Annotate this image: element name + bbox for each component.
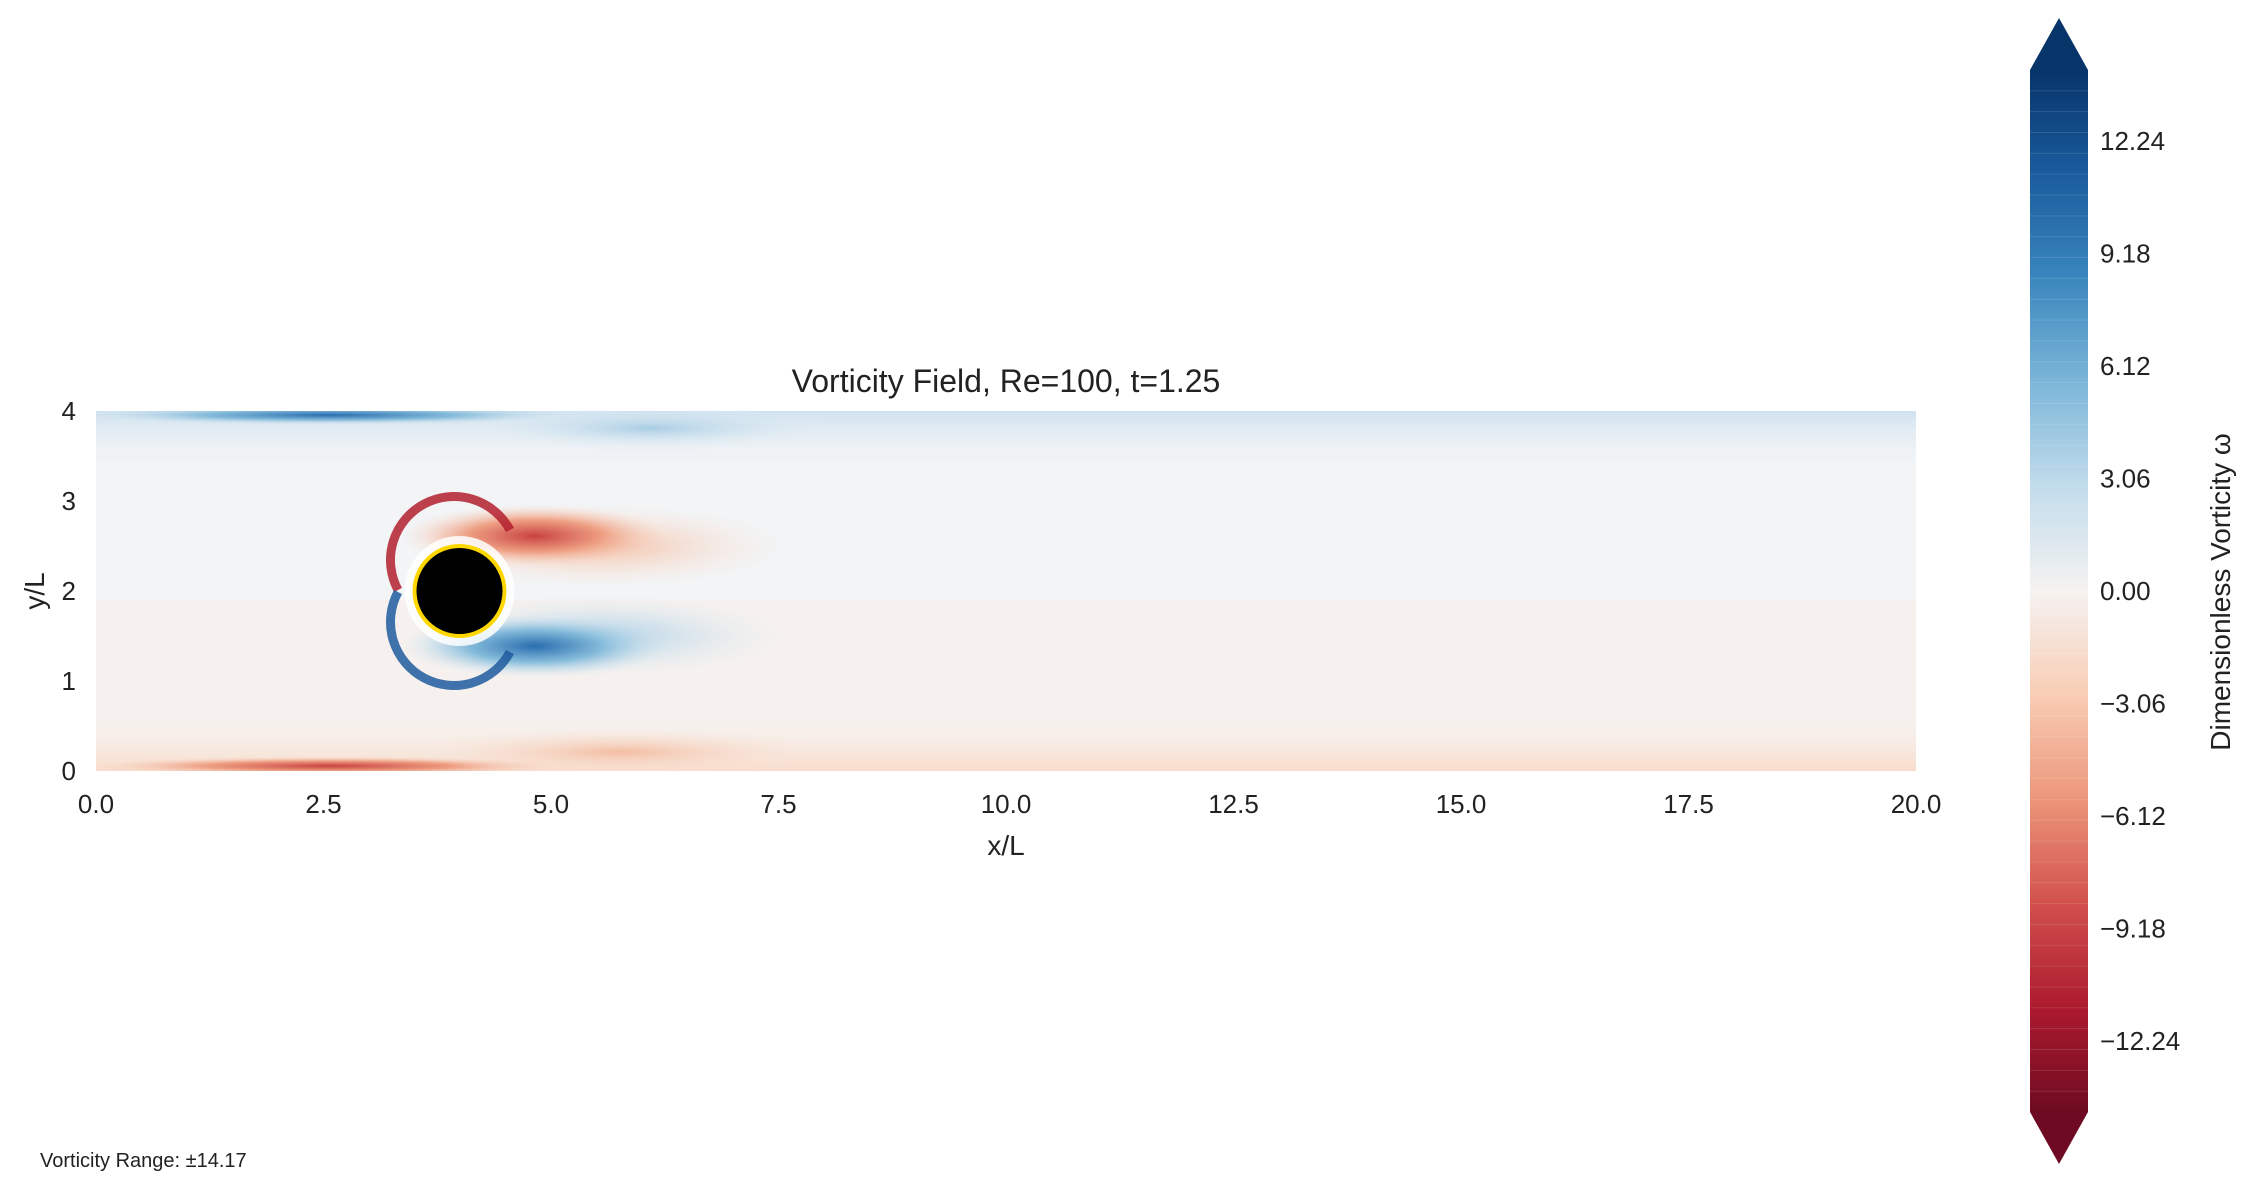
x-axis-label: x/L <box>987 830 1024 861</box>
x-tick-label: 7.5 <box>760 789 796 819</box>
x-tick-label: 5.0 <box>533 789 569 819</box>
colorbar-tick-label: −3.06 <box>2100 689 2166 719</box>
x-tick-label: 10.0 <box>981 789 1032 819</box>
x-tick-label: 17.5 <box>1663 789 1714 819</box>
x-axis-ticks: 0.0 2.5 5.0 7.5 10.0 12.5 15.0 17.5 20.0 <box>78 789 1941 819</box>
upper-separation-band <box>385 492 514 593</box>
x-tick-label: 20.0 <box>1891 789 1942 819</box>
colorbar-bands <box>2030 90 2088 1092</box>
colorbar-tick-label: 0.00 <box>2100 576 2151 606</box>
lower-separation-band <box>385 589 514 690</box>
y-tick-label: 4 <box>62 396 76 426</box>
cylinder-obstacle <box>412 544 507 638</box>
x-tick-label: 2.5 <box>305 789 341 819</box>
x-tick-label: 0.0 <box>78 789 114 819</box>
x-tick-label: 15.0 <box>1436 789 1487 819</box>
colorbar-ticks: 12.24 9.18 6.12 3.06 0.00 −3.06 −6.12 −9.18 −12.… <box>2100 126 2180 1056</box>
colorbar-tick-label: 3.06 <box>2100 463 2151 493</box>
x-tick-label: 12.5 <box>1208 789 1259 819</box>
colorbar-tick-label: −6.12 <box>2100 801 2166 831</box>
colorbar-tick-label: 12.24 <box>2100 126 2165 156</box>
y-tick-label: 2 <box>62 576 76 606</box>
top-wall-wake-bulge <box>470 411 830 450</box>
y-axis-ticks: 0 1 2 3 4 <box>62 396 76 786</box>
colorbar-gradient <box>2030 70 2088 1112</box>
colorbar-tick-label: −12.24 <box>2100 1026 2180 1056</box>
colorbar-extend-bottom <box>2030 1112 2088 1164</box>
y-tick-label: 1 <box>62 666 76 696</box>
chart-title: Vorticity Field, Re=100, t=1.25 <box>792 363 1221 399</box>
colorbar: 12.24 9.18 6.12 3.06 0.00 −3.06 −6.12 −9.18 −12.… <box>2030 18 2236 1164</box>
colorbar-tick-label: 9.18 <box>2100 238 2151 268</box>
colorbar-label: Dimensionless Vorticity ω <box>2205 433 2236 751</box>
y-tick-label: 0 <box>62 756 76 786</box>
vorticity-field <box>96 411 1916 771</box>
top-wall-inlet-streak <box>96 411 580 425</box>
bottom-wall-wake-bulge <box>410 728 830 771</box>
y-axis-label: y/L <box>19 572 50 609</box>
colorbar-extend-top <box>2030 18 2088 70</box>
colorbar-tick-label: −9.18 <box>2100 914 2166 944</box>
vorticity-range-note: Vorticity Range: ±14.17 <box>40 1150 247 1172</box>
colorbar-tick-label: 6.12 <box>2100 351 2151 381</box>
y-tick-label: 3 <box>62 486 76 516</box>
